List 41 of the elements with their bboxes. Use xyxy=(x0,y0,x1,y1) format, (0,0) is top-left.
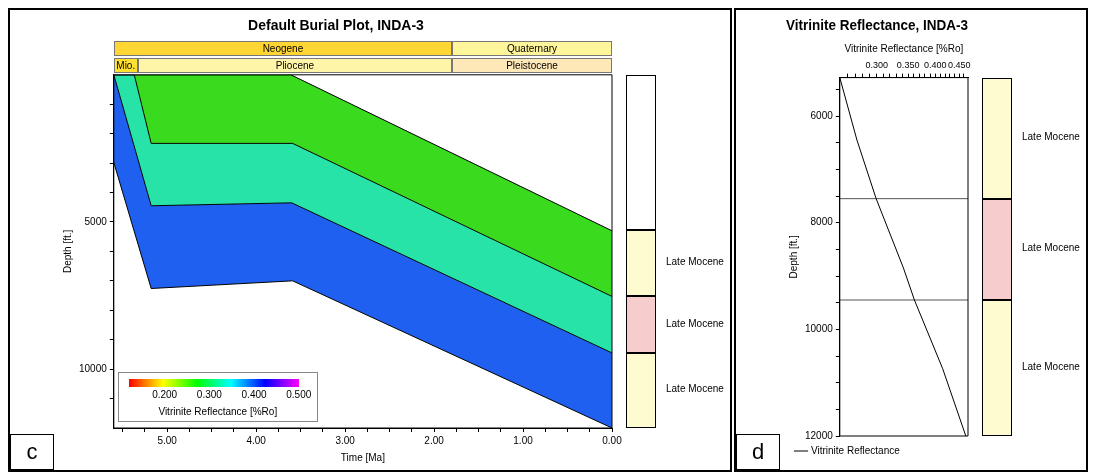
text: c xyxy=(10,434,54,470)
text: Late Mocene xyxy=(666,256,724,268)
time-scale-cell: Neogene xyxy=(113,40,453,56)
x-tick-label: 0.300 xyxy=(865,59,889,70)
chart-title: Vitrinite Reflectance, INDA-3 xyxy=(786,18,969,34)
time-scale-cell: Pliocene xyxy=(137,57,453,73)
annotation: 0.500 xyxy=(285,389,313,400)
y-tick-label: 12000 xyxy=(805,429,834,441)
x-tick-label: 3.00 xyxy=(335,434,356,446)
y-axis-title: Depth [ft.] xyxy=(787,234,799,279)
time-scale-cell: Pleistocene xyxy=(452,57,612,73)
text: d xyxy=(736,434,780,470)
y-tick-label: 10000 xyxy=(805,323,834,335)
x-tick-label: 5.00 xyxy=(157,434,178,446)
time-scale-cell: Mio. xyxy=(113,57,138,73)
chart-title: Default Burial Plot, INDA-3 xyxy=(248,17,425,34)
x-tick-label: 2.00 xyxy=(424,434,445,446)
x-tick-label: 0.00 xyxy=(602,434,623,446)
annotation: 0.200 xyxy=(151,389,179,400)
text: Late Mocene xyxy=(666,317,724,329)
legend-label: Vitrinite Reflectance xyxy=(811,444,901,456)
x-tick-label: 0.400 xyxy=(923,59,947,70)
y-axis-title: Depth [ft.] xyxy=(61,229,73,274)
x-tick-label: 0.350 xyxy=(896,59,920,70)
y-tick-label: 5000 xyxy=(84,215,108,227)
x-axis-title: Vitrinite Reflectance [%Ro] xyxy=(844,42,964,54)
y-tick-label: 6000 xyxy=(810,109,834,121)
x-tick-label: 0.450 xyxy=(947,59,971,70)
text: Late Mocene xyxy=(666,383,724,395)
y-tick-label: 8000 xyxy=(810,216,834,228)
x-tick-label: 4.00 xyxy=(246,434,267,446)
y-tick-label: 10000 xyxy=(79,362,108,374)
text: Late Mocene xyxy=(1022,242,1080,254)
annotation: 0.300 xyxy=(195,389,223,400)
color-bar-title: Vitrinite Reflectance [%Ro] xyxy=(157,406,279,417)
text: Late Mocene xyxy=(1022,360,1080,372)
text: Late Mocene xyxy=(1022,131,1080,143)
time-scale-cell: Quaternary xyxy=(452,40,612,56)
x-axis-title: Time [Ma] xyxy=(340,451,386,463)
annotation: 0.400 xyxy=(240,389,268,400)
x-tick-label: 1.00 xyxy=(513,434,534,446)
